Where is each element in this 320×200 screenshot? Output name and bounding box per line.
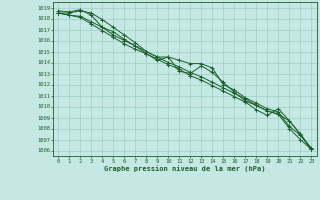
X-axis label: Graphe pression niveau de la mer (hPa): Graphe pression niveau de la mer (hPa)	[104, 165, 266, 172]
